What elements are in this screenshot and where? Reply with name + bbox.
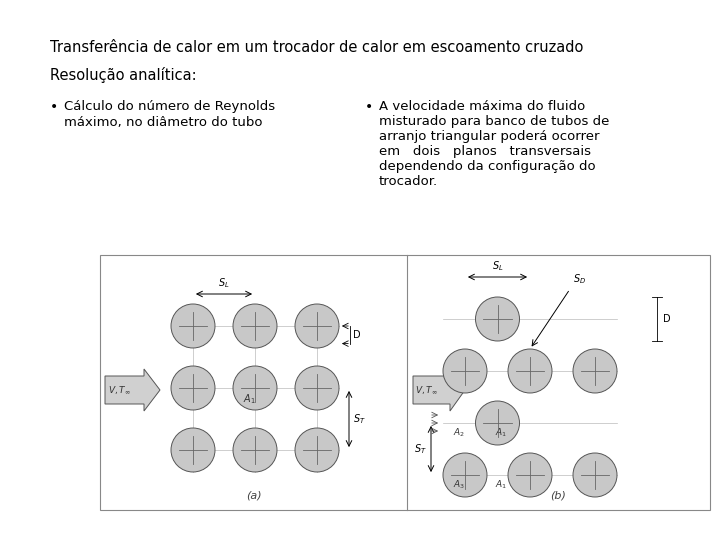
Text: $V, T_{\infty}$: $V, T_{\infty}$: [415, 384, 438, 396]
Text: D: D: [664, 314, 671, 324]
Text: $A_1$: $A_1$: [495, 427, 508, 439]
Ellipse shape: [475, 401, 520, 445]
FancyArrow shape: [105, 369, 160, 411]
Text: em   dois   planos   transversais: em dois planos transversais: [379, 145, 591, 158]
Text: $S_L$: $S_L$: [492, 259, 503, 273]
Text: Cálculo do número de Reynolds: Cálculo do número de Reynolds: [64, 100, 275, 113]
Text: $A_1$: $A_1$: [495, 479, 508, 491]
Text: •: •: [50, 100, 58, 114]
Text: arranjo triangular poderá ocorrer: arranjo triangular poderá ocorrer: [379, 130, 600, 143]
Ellipse shape: [295, 366, 339, 410]
Text: Resolução analítica:: Resolução analítica:: [50, 67, 197, 83]
Ellipse shape: [233, 304, 277, 348]
Text: misturado para banco de tubos de: misturado para banco de tubos de: [379, 115, 609, 128]
Ellipse shape: [295, 304, 339, 348]
Ellipse shape: [475, 297, 520, 341]
Ellipse shape: [295, 428, 339, 472]
Text: $A_1$: $A_1$: [243, 392, 256, 406]
Text: $A_3$: $A_3$: [453, 479, 465, 491]
Ellipse shape: [573, 349, 617, 393]
Ellipse shape: [171, 366, 215, 410]
Ellipse shape: [443, 349, 487, 393]
Text: $S_T$: $S_T$: [414, 442, 427, 456]
Text: Transferência de calor em um trocador de calor em escoamento cruzado: Transferência de calor em um trocador de…: [50, 40, 583, 55]
Ellipse shape: [508, 453, 552, 497]
Text: $S_L$: $S_L$: [218, 276, 230, 290]
FancyArrow shape: [413, 369, 465, 411]
Ellipse shape: [233, 366, 277, 410]
Text: $A_2$: $A_2$: [453, 427, 465, 439]
Ellipse shape: [443, 453, 487, 497]
Text: dependendo da configuração do: dependendo da configuração do: [379, 160, 595, 173]
Text: (a): (a): [246, 490, 261, 500]
Ellipse shape: [573, 453, 617, 497]
Text: $S_T$: $S_T$: [353, 412, 366, 426]
Text: D: D: [353, 330, 361, 340]
Text: trocador.: trocador.: [379, 175, 438, 188]
Ellipse shape: [171, 304, 215, 348]
Ellipse shape: [233, 428, 277, 472]
Text: (b): (b): [551, 490, 567, 500]
Text: •: •: [365, 100, 373, 114]
Bar: [100, 255, 710, 510]
Ellipse shape: [508, 349, 552, 393]
Text: $S_D$: $S_D$: [573, 272, 586, 286]
Text: A velocidade máxima do fluido: A velocidade máxima do fluido: [379, 100, 585, 113]
Ellipse shape: [171, 428, 215, 472]
Text: máximo, no diâmetro do tubo: máximo, no diâmetro do tubo: [64, 116, 263, 129]
Text: $V, T_{\infty}$: $V, T_{\infty}$: [108, 384, 131, 396]
